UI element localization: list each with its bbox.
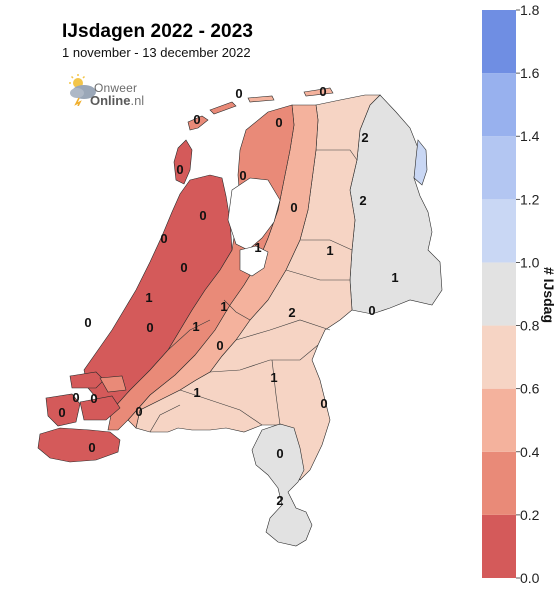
island-terschelling [209, 101, 237, 115]
station-value-label: 0 [193, 112, 200, 127]
station-value-label: 2 [288, 305, 295, 320]
station-value-label: 0 [275, 115, 282, 130]
zeeland-schouwen [69, 371, 105, 389]
station-value-label: 0 [368, 303, 375, 318]
colorbar-band-3 [482, 325, 516, 389]
colorbar-tick-label: 0.2 [520, 507, 540, 523]
station-value-label: 0 [290, 200, 297, 215]
station-value-label: 1 [193, 385, 200, 400]
station-value-label: 0 [176, 162, 183, 177]
station-value-label: 0 [235, 86, 242, 101]
station-value-label: 0 [88, 440, 95, 455]
colorbar-tick-label: 0.8 [520, 318, 540, 334]
station-value-label: 1 [220, 299, 227, 314]
station-value-label: 0 [84, 315, 91, 330]
station-value-label: 0 [199, 208, 206, 223]
station-value-label: 2 [359, 193, 366, 208]
station-value-label: 0 [72, 390, 79, 405]
zeeland-tholen [99, 375, 127, 393]
station-value-label: 0 [319, 84, 326, 99]
colorbar-band-0 [482, 514, 516, 578]
colorbar-tick-label: 0.4 [520, 444, 540, 460]
station-value-label: 0 [216, 338, 223, 353]
station-value-label: 0 [135, 404, 142, 419]
station-value-label: 0 [58, 405, 65, 420]
station-value-label: 1 [391, 270, 398, 285]
station-value-label: 1 [145, 290, 152, 305]
station-value-label: 2 [361, 130, 368, 145]
colorbar-label: # IJsdag [541, 267, 557, 323]
water-markermeer [239, 245, 269, 277]
colorbar-tick-label: 1.6 [520, 65, 540, 81]
station-value-label: 0 [320, 396, 327, 411]
region-south-limburg [251, 423, 313, 547]
station-value-label: 0 [146, 320, 153, 335]
province-borders [149, 149, 358, 433]
station-value-label: 1 [192, 319, 199, 334]
island-schiermonnikoog [303, 87, 334, 97]
colorbar-tick-label: 1.4 [520, 128, 540, 144]
island-texel [173, 139, 193, 185]
island-ameland [247, 95, 275, 103]
logo-suffix: .nl [130, 93, 145, 108]
station-value-label: 0 [276, 446, 283, 461]
region-east-groningen [413, 139, 428, 186]
colorbar-band-8 [482, 10, 516, 74]
station-value-label: 0 [160, 231, 167, 246]
island-vlieland [187, 115, 209, 131]
map-title: IJsdagen 2022 - 2023 [62, 21, 254, 42]
colorbar-tick-label: 1.2 [520, 191, 540, 207]
station-value-label: 0 [90, 391, 97, 406]
colorbar-tick-label: 0.6 [520, 381, 540, 397]
station-value-label: 1 [326, 243, 333, 258]
zeeland-walcheren [45, 393, 81, 427]
colorbar-band-7 [482, 73, 516, 137]
station-value-label: 0 [180, 260, 187, 275]
map-subtitle: 1 november - 13 december 2022 [62, 45, 251, 60]
colorbar-band-6 [482, 136, 516, 200]
zeeuws-vlaanderen [37, 427, 121, 463]
colorbar-band-1 [482, 451, 516, 515]
logo-line1: Onweer [94, 81, 138, 95]
zeeland-bevelanden [79, 395, 121, 421]
station-value-label: 1 [270, 370, 277, 385]
station-value-label: 0 [239, 168, 246, 183]
station-value-label: 1 [254, 240, 261, 255]
logo-line2: Online.nl [90, 93, 144, 108]
colorbar-band-4 [482, 262, 516, 326]
logo-word: Online [90, 93, 131, 108]
onweeronline-logo: Onweer Online.nl [64, 72, 174, 108]
colorbar-tick-label: 1.0 [520, 254, 540, 270]
colorbar-band-2 [482, 388, 516, 452]
water-ijsselmeer [227, 177, 281, 251]
sun-cloud-icon [69, 74, 96, 106]
station-value-label: 2 [276, 493, 283, 508]
colorbar-tick-label: 0.0 [520, 570, 540, 586]
colorbar-band-5 [482, 199, 516, 263]
colorbar-tick-label: 1.8 [520, 2, 540, 18]
